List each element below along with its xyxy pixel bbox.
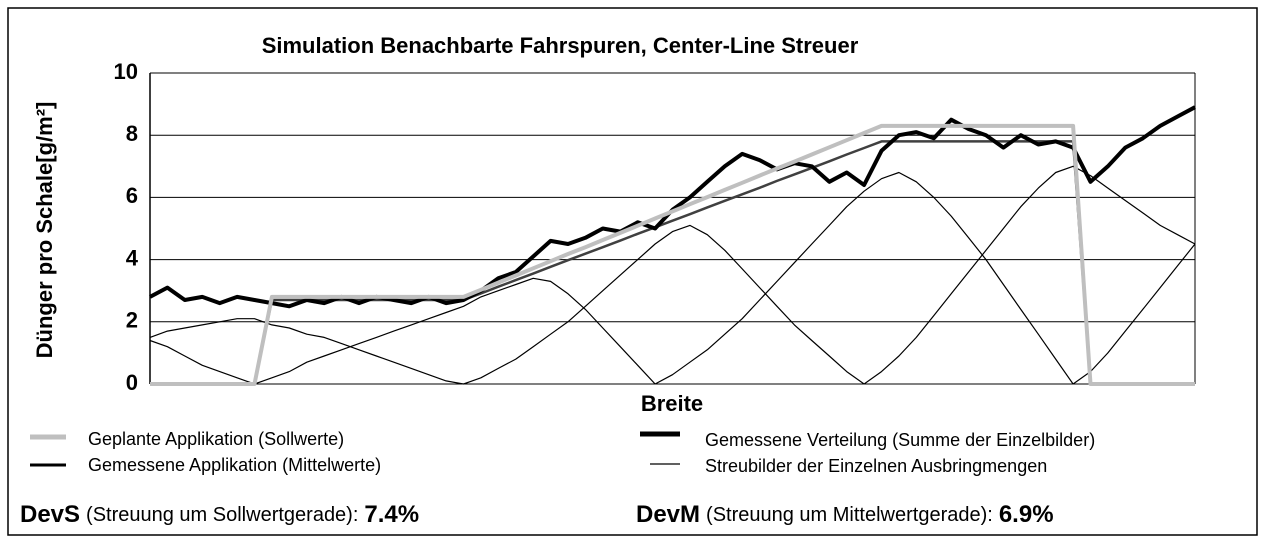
y-tick-label: 8 [126,121,138,146]
single-spread-line [654,171,1074,385]
single-spread-line [863,165,1196,385]
annotation-text: (Streuung um Sollwertgerade): [86,504,358,526]
annotation-label: DevS [20,501,80,528]
single-spread-line [254,277,656,385]
y-tick-label: 10 [114,59,138,84]
annotation: DevM (Streuung um Mittelwertgerade): 6.9% [636,501,1054,528]
series-line [150,123,1195,386]
annotation: DevS (Streuung um Sollwertgerade): 7.4% [20,501,419,528]
single-spread-line [463,224,865,385]
single-spread-line [149,339,255,385]
annotation-value: 6.9% [999,501,1054,528]
y-tick-label: 0 [126,370,138,395]
single-spread-line [149,318,464,385]
legend-label: Gemessene Verteilung (Summe der Einzelbi… [705,430,1095,450]
series-line [150,140,1195,386]
annotation-text: (Streuung um Mittelwertgerade): [706,504,993,526]
y-axis-label: Dünger pro Schale[g/m²] [32,102,57,359]
chart-title: Simulation Benachbarte Fahrspuren, Cente… [262,33,859,58]
chart-border [7,7,1258,536]
x-axis-label: Breite [641,391,703,416]
legend-label: Geplante Applikation (Sollwerte) [88,429,344,449]
legend-label: Streubilder der Einzelnen Ausbringmengen [705,456,1047,476]
legend-label: Gemessene Applikation (Mittelwerte) [88,455,381,475]
y-tick-label: 2 [126,308,138,333]
y-tick-label: 4 [126,245,139,270]
y-tick-label: 6 [126,183,138,208]
annotation-value: 7.4% [364,501,419,528]
single-spread-line [1072,243,1196,385]
annotation-label: DevM [636,501,700,528]
